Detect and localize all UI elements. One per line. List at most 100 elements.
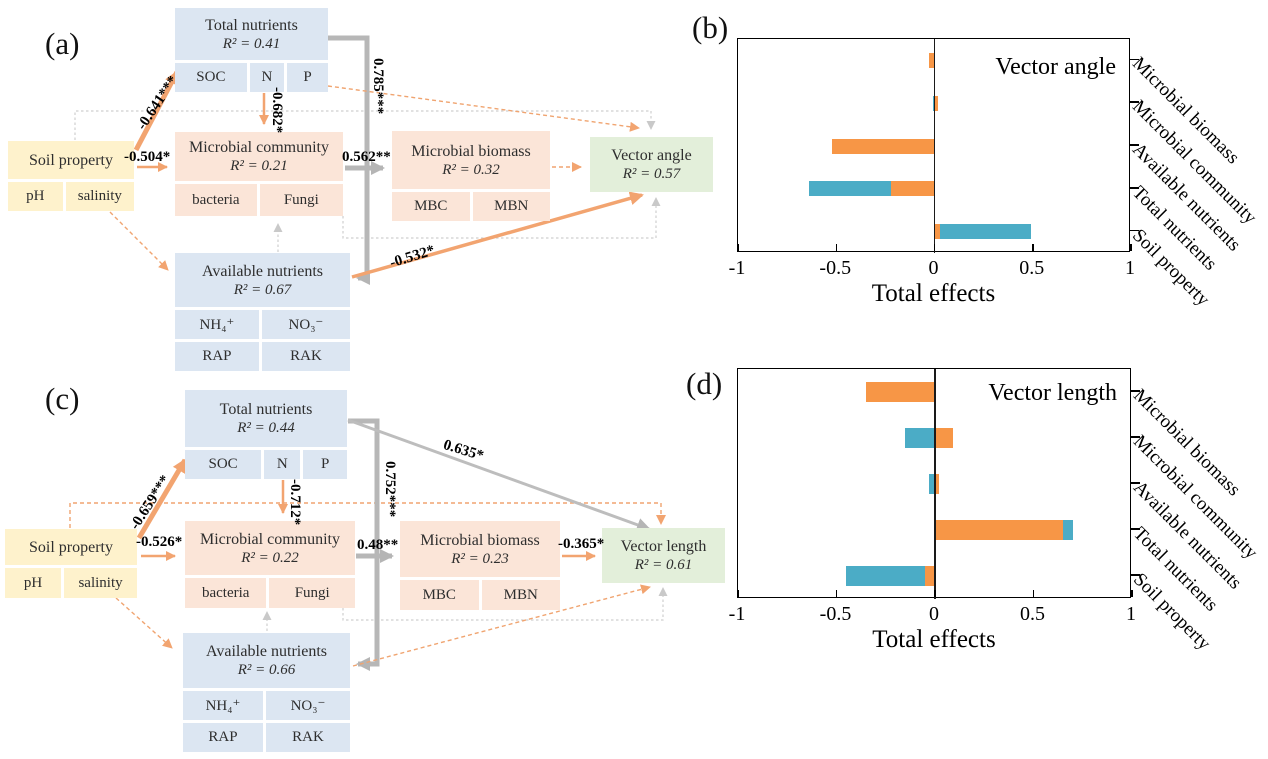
x-tick-label: -1 bbox=[728, 603, 746, 625]
x-axis-label: Total effects bbox=[871, 280, 996, 307]
x-tick-label: 0.5 bbox=[1020, 603, 1045, 625]
node-title: Soil property bbox=[29, 151, 113, 169]
bar-segment-blue bbox=[1063, 520, 1073, 540]
coef-c-soil-to-community: -0.526* bbox=[136, 534, 183, 550]
x-tick bbox=[933, 244, 936, 251]
category-tick bbox=[1131, 574, 1140, 576]
node-item: bacteria bbox=[175, 184, 257, 216]
category-tick bbox=[1131, 528, 1140, 530]
x-tick-label: 1 bbox=[1126, 603, 1136, 625]
node-item: Fungi bbox=[259, 184, 343, 216]
node-item: MBN bbox=[472, 192, 550, 221]
panel-label-b: (b) bbox=[692, 10, 729, 45]
node-r2: R² = 0.22 bbox=[241, 549, 299, 566]
node-item: RAK bbox=[261, 342, 350, 371]
node-item: MBN bbox=[481, 580, 560, 610]
node-item: NH₄⁺ bbox=[175, 310, 259, 339]
node-title: Total nutrients bbox=[205, 16, 298, 34]
arrow-c-total-to-vector bbox=[347, 418, 651, 532]
node-item: bacteria bbox=[185, 578, 267, 608]
bar-segment-orange bbox=[928, 52, 935, 68]
bar-segment-blue bbox=[929, 474, 935, 494]
node-a-available-nutrients: Available nutrients R² = 0.67 NH₄⁺ NO₃⁻ … bbox=[175, 253, 350, 371]
arrow-c-available-to-vector-ns bbox=[352, 584, 651, 667]
arrow-a-soil-to-available-ns bbox=[109, 211, 169, 271]
bar-segment-blue bbox=[932, 95, 935, 111]
bar-segment-orange bbox=[925, 566, 935, 586]
node-r2: R² = 0.57 bbox=[622, 166, 681, 182]
x-tick-label: 0 bbox=[928, 257, 939, 279]
category-tick bbox=[1131, 436, 1140, 438]
coef-c-biomass-to-vector: -0.365* bbox=[558, 536, 605, 552]
x-tick bbox=[1131, 590, 1133, 597]
x-tick bbox=[1130, 244, 1132, 251]
x-tick-label: 0.5 bbox=[1019, 257, 1045, 279]
arrow-c-soil-to-vector-ns bbox=[69, 502, 666, 528]
coef-a-community-to-biomass: 0.562** bbox=[342, 149, 391, 165]
x-tick-label: 0 bbox=[929, 603, 939, 625]
x-tick bbox=[1032, 244, 1034, 251]
node-title: Microbial biomass bbox=[411, 142, 531, 160]
node-item: RAP bbox=[183, 723, 263, 752]
node-r2: R² = 0.23 bbox=[451, 550, 509, 567]
x-tick-label: 1 bbox=[1125, 257, 1135, 279]
x-tick-label: -0.5 bbox=[819, 257, 852, 279]
node-a-microbial-community: Microbial community R² = 0.21 bacteria F… bbox=[175, 132, 343, 216]
x-tick bbox=[934, 590, 936, 597]
bar-segment-orange bbox=[935, 520, 1064, 540]
bar-segment-orange bbox=[866, 382, 935, 402]
arrow-a-total-to-vector-ns bbox=[327, 85, 640, 132]
bar-segment-blue bbox=[940, 224, 1031, 240]
node-a-total-nutrients: Total nutrients R² = 0.41 SOC N P bbox=[175, 8, 328, 92]
node-item: MBC bbox=[400, 580, 479, 610]
arrow-c-soil-to-available-ns bbox=[115, 597, 173, 649]
node-r2: R² = 0.41 bbox=[222, 35, 281, 52]
node-r2: R² = 0.32 bbox=[442, 161, 500, 178]
node-r2: R² = 0.21 bbox=[230, 158, 288, 174]
node-r2: R² = 0.61 bbox=[634, 557, 693, 573]
bar-segment-orange bbox=[891, 181, 935, 197]
bar-segment-blue bbox=[846, 566, 926, 586]
arrow-a-soil-to-vector-ns bbox=[74, 110, 656, 140]
panel-label-c: (c) bbox=[45, 381, 80, 416]
chart-vector-angle: Microbial biomass Microbial community Avai… bbox=[729, 38, 1268, 322]
node-item: RAP bbox=[175, 342, 259, 371]
node-title: Microbial community bbox=[189, 139, 329, 156]
node-a-soil-property: Soil property pH salinity bbox=[8, 141, 134, 211]
node-item: N bbox=[264, 450, 301, 479]
panel-label-d: (d) bbox=[686, 366, 723, 401]
category-tick bbox=[1130, 144, 1139, 146]
category-tick bbox=[1130, 229, 1139, 232]
node-item: NO₃⁻ bbox=[261, 310, 350, 339]
node-title: Total nutrients bbox=[219, 401, 313, 418]
x-tick bbox=[737, 244, 739, 251]
node-item: Fungi bbox=[269, 578, 355, 608]
category-tick bbox=[1130, 101, 1139, 103]
category-tick bbox=[1130, 187, 1139, 189]
node-item: SOC bbox=[175, 63, 247, 92]
node-c-available-nutrients: Available nutrients R² = 0.66 NH₄⁺ NO₃⁻ … bbox=[183, 633, 350, 752]
plot-frame bbox=[737, 38, 1132, 253]
node-item: MBC bbox=[392, 192, 470, 221]
bar-segment-orange bbox=[935, 474, 939, 494]
node-c-microbial-biomass: Microbial biomass R² = 0.23 MBC MBN bbox=[400, 521, 560, 610]
plot-frame bbox=[737, 368, 1133, 599]
arrow-a-total-to-available bbox=[328, 35, 370, 285]
coef-a-total-to-available: 0.785*** bbox=[370, 58, 386, 115]
chart-title: Vector length bbox=[988, 380, 1117, 406]
node-c-soil-property: Soil property pH salinity bbox=[5, 529, 137, 598]
bar-segment-orange bbox=[935, 428, 953, 448]
node-title: Available nutrients bbox=[202, 262, 323, 280]
x-tick-label: -1 bbox=[728, 257, 746, 279]
node-a-microbial-biomass: Microbial biomass R² = 0.32 MBC MBN bbox=[392, 131, 550, 221]
arrow-c-total-to-available bbox=[348, 418, 380, 671]
node-title: Microbial community bbox=[200, 530, 340, 548]
x-tick bbox=[1032, 590, 1035, 597]
node-item: N bbox=[249, 63, 284, 92]
zero-line bbox=[934, 369, 936, 599]
chart-title: Vector angle bbox=[995, 54, 1116, 80]
category-tick bbox=[1130, 58, 1139, 61]
arrow-c-soil-to-total bbox=[136, 458, 188, 540]
node-item: P bbox=[303, 450, 347, 479]
